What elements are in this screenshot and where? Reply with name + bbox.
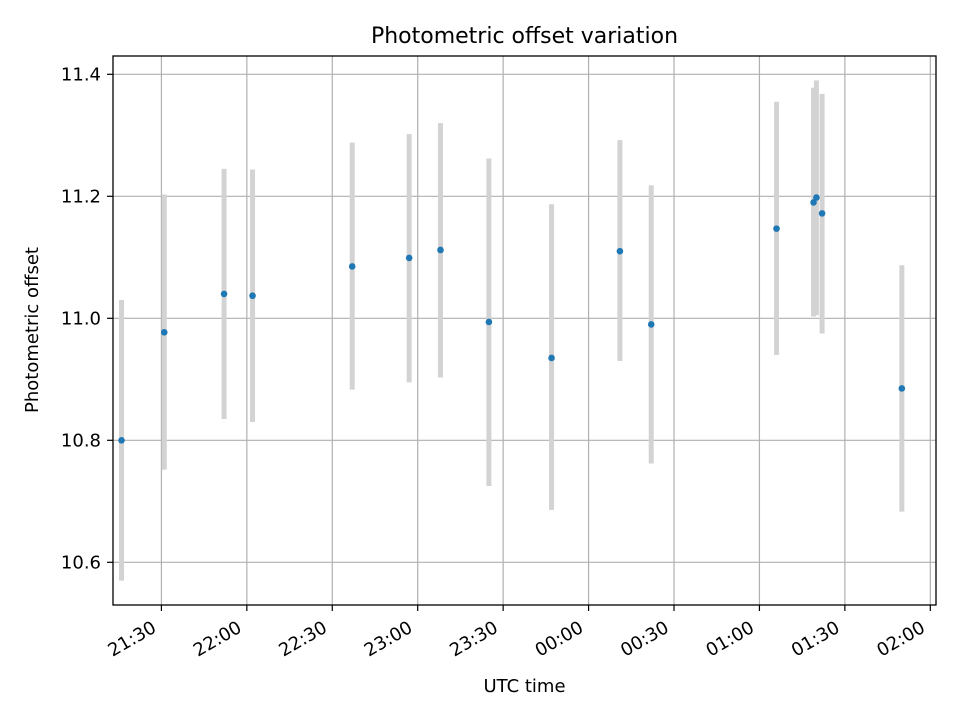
plot-frame xyxy=(112,55,937,606)
data-points xyxy=(118,194,906,444)
y-tick-label: 11.0 xyxy=(61,308,101,329)
x-tick-label: 01:00 xyxy=(703,617,758,661)
x-tick-label: 22:30 xyxy=(275,617,330,661)
data-point xyxy=(118,437,125,444)
y-axis-label: Photometric offset xyxy=(22,247,43,413)
data-point xyxy=(249,292,256,300)
y-tick-label: 11.4 xyxy=(61,64,101,85)
data-point xyxy=(647,321,655,328)
data-point xyxy=(160,329,168,336)
y-tick-label: 10.6 xyxy=(61,552,101,573)
x-tick-label: 02:00 xyxy=(873,617,928,661)
grid xyxy=(113,56,936,605)
x-axis-label: UTC time xyxy=(483,676,565,697)
data-point xyxy=(616,247,624,255)
x-tick-label: 01:30 xyxy=(788,617,843,661)
x-tick-label: 00:30 xyxy=(617,617,672,661)
x-axis-ticks: 21:30 22:00 22:30 23:00 23:30 00:00 00:30 01:00… xyxy=(104,605,931,661)
y-tick-label: 11.2 xyxy=(61,186,101,207)
data-point xyxy=(810,199,817,206)
x-tick-label: 22:00 xyxy=(190,617,245,661)
chart-title: Photometric offset variation xyxy=(371,24,678,49)
data-point xyxy=(220,290,228,298)
data-point xyxy=(437,246,444,254)
data-point xyxy=(813,194,820,201)
data-point xyxy=(548,354,555,362)
y-tick-label: 10.8 xyxy=(61,430,101,451)
x-tick-label: 23:30 xyxy=(446,617,501,661)
data-point xyxy=(898,385,906,392)
x-tick-label: 21:30 xyxy=(104,617,159,661)
error-bars xyxy=(119,80,905,581)
y-axis-ticks: 10.6 10.8 11.0 11.2 11.4 xyxy=(61,64,113,573)
data-point xyxy=(773,225,780,232)
data-point xyxy=(485,318,493,326)
data-point xyxy=(348,263,356,270)
x-tick-label: 23:00 xyxy=(361,617,416,661)
data-point xyxy=(818,210,826,217)
x-tick-label: 00:00 xyxy=(532,617,587,661)
data-point xyxy=(405,254,413,262)
